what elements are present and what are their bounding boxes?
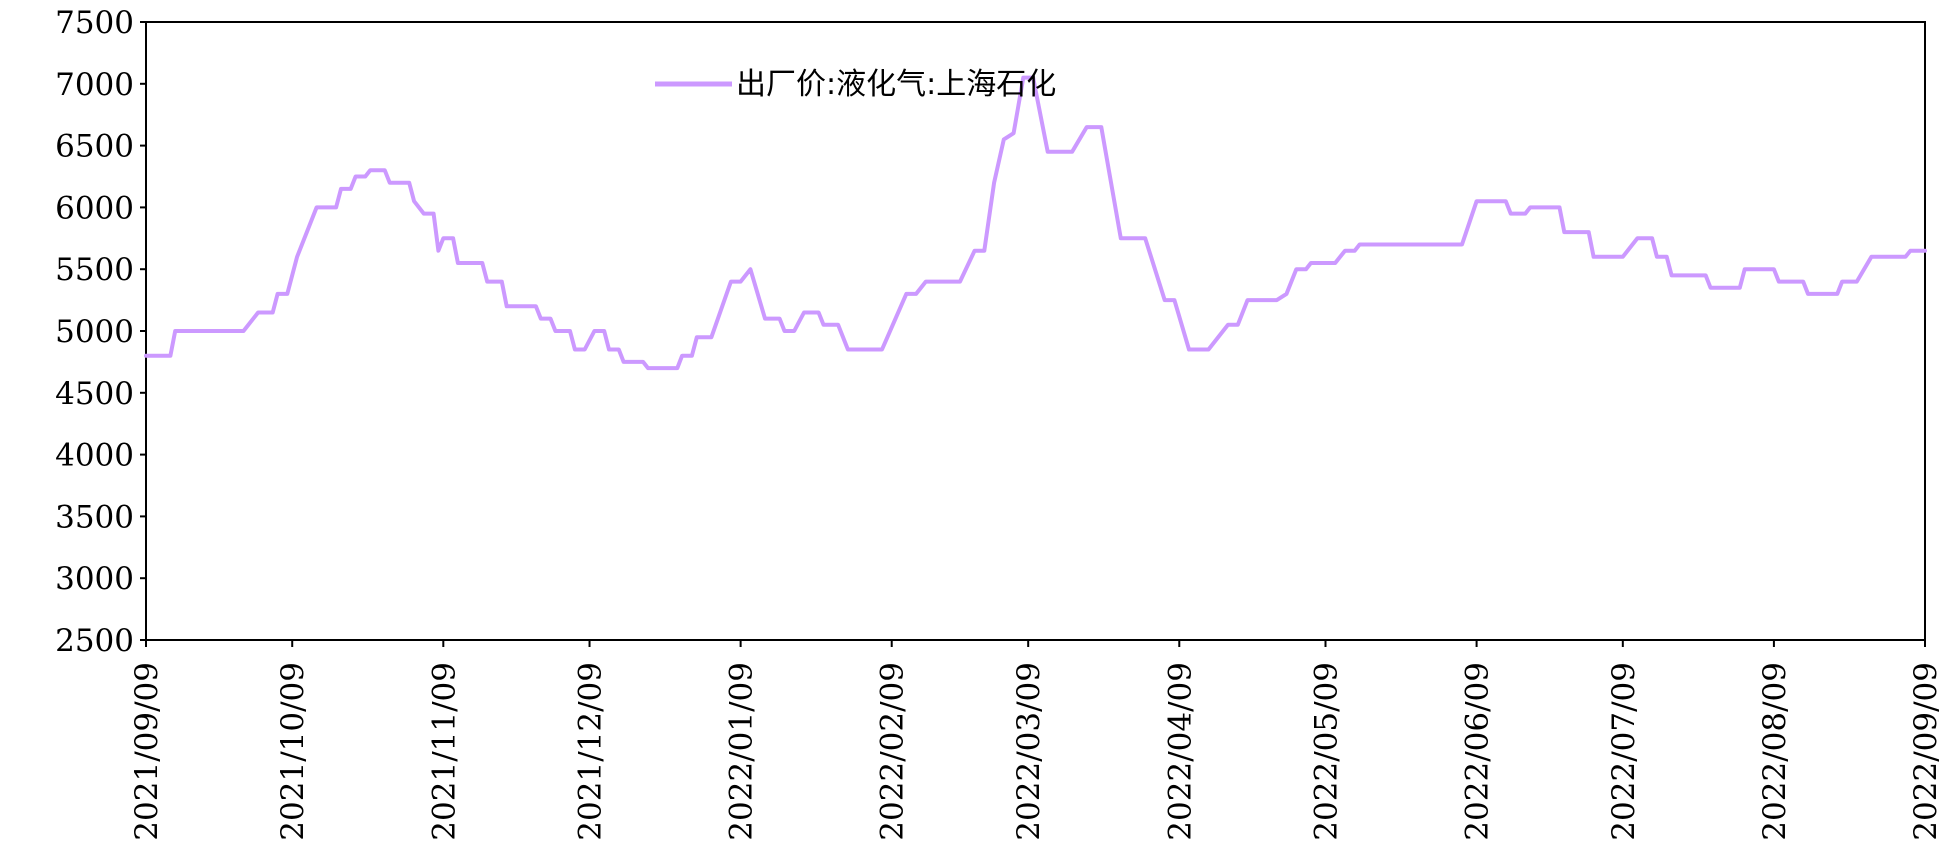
y-tick-label: 4000: [55, 438, 134, 474]
y-tick-label: 3000: [55, 561, 134, 597]
x-tick-label: 2022/08/09: [1757, 662, 1793, 841]
y-tick-label: 5000: [55, 314, 134, 350]
legend-label: 出厂价:液化气:上海石化: [736, 67, 1056, 102]
series-line: [144, 75, 1927, 371]
x-tick-label: 2021/12/09: [573, 662, 609, 841]
series-layer: [144, 75, 1927, 371]
y-tick-label: 4500: [55, 376, 134, 412]
x-tick-label: 2022/06/09: [1460, 662, 1496, 841]
y-tick-label: 6500: [55, 129, 134, 165]
plot-frame: [145, 21, 1926, 641]
y-tick-label: 7500: [55, 5, 134, 41]
x-tick-label: 2021/11/09: [426, 662, 462, 841]
x-tick-label: 2022/07/09: [1606, 662, 1642, 841]
y-axis: 2500 3000 3500 4000 4500 5000 5500 6000 6500 7000…: [55, 5, 146, 659]
x-tick-label: 2022/04/09: [1162, 662, 1198, 841]
x-tick-label: 2022/05/09: [1309, 662, 1345, 841]
x-tick-label: 2022/03/09: [1011, 662, 1047, 841]
x-tick-label: 2021/09/09: [129, 662, 165, 841]
y-tick-label: 5500: [55, 252, 134, 288]
x-axis: 2021/09/09 2021/10/09 2021/11/09 2021/12/09…: [129, 640, 1944, 841]
x-tick-label: 2021/10/09: [275, 662, 311, 841]
legend: 出厂价:液化气:上海石化: [655, 67, 1056, 102]
y-tick-label: 3500: [55, 499, 134, 535]
y-tick-label: 2500: [55, 623, 134, 659]
y-tick-label: 6000: [55, 190, 134, 226]
x-tick-label: 2022/01/09: [724, 662, 760, 841]
x-tick-label: 2022/02/09: [875, 662, 911, 841]
y-tick-label: 7000: [55, 67, 134, 103]
x-tick-label: 2022/09/09: [1908, 662, 1944, 841]
